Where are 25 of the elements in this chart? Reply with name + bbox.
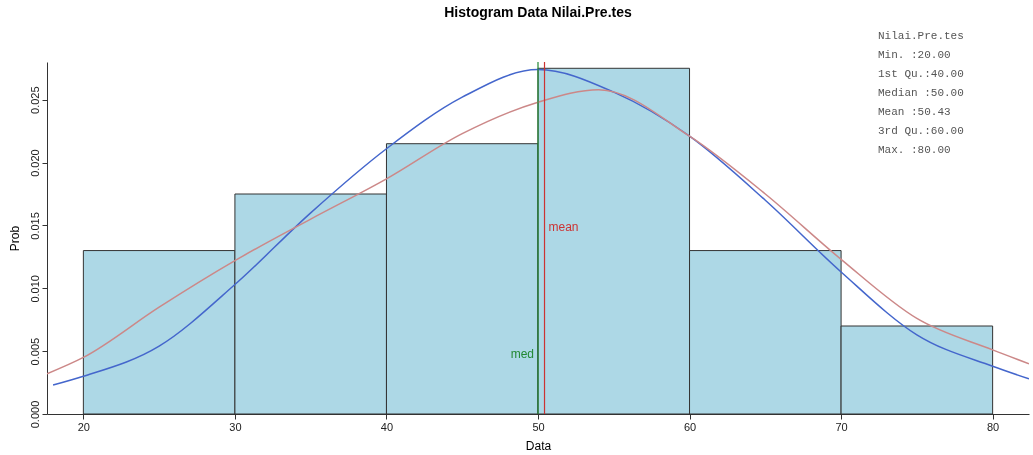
chart-title: Histogram Data Nilai.Pre.tes (444, 4, 632, 20)
annotation: Median :50.00 (878, 87, 964, 99)
annotation: Max. :80.00 (878, 144, 951, 156)
x-tick-label: 20 (77, 420, 90, 433)
x-tick-label: 70 (835, 420, 848, 433)
annotation: Mean :50.43 (878, 106, 951, 118)
ref-line-label: med (510, 347, 534, 362)
text: Nilai.Pre.tes (878, 30, 964, 42)
y-tick-label: 0.015 (28, 212, 41, 240)
y-tick-label: 0.020 (28, 149, 41, 177)
ref-line-label: mean (548, 220, 579, 235)
x-tick-label: 60 (683, 420, 697, 433)
x-tick-label: 80 (987, 420, 1000, 433)
y-tick-label: 0.010 (28, 275, 41, 303)
x-tick-label: 40 (380, 420, 394, 433)
y-tick-label: 0.005 (28, 337, 41, 366)
y-tick-label: 0.025 (28, 86, 41, 114)
annotation: 1st Qu.:40.00 (878, 68, 964, 80)
y-axis-title: Prob (7, 225, 22, 252)
text: Min. :20.00 (878, 49, 951, 61)
x-axis-title: Data (525, 438, 552, 453)
annotation: 3rd Qu.:60.00 (878, 125, 964, 137)
y-tick-label: 0.000 (28, 400, 41, 429)
x-tick-label: 50 (532, 420, 545, 433)
x-tick-label: 30 (229, 420, 242, 433)
